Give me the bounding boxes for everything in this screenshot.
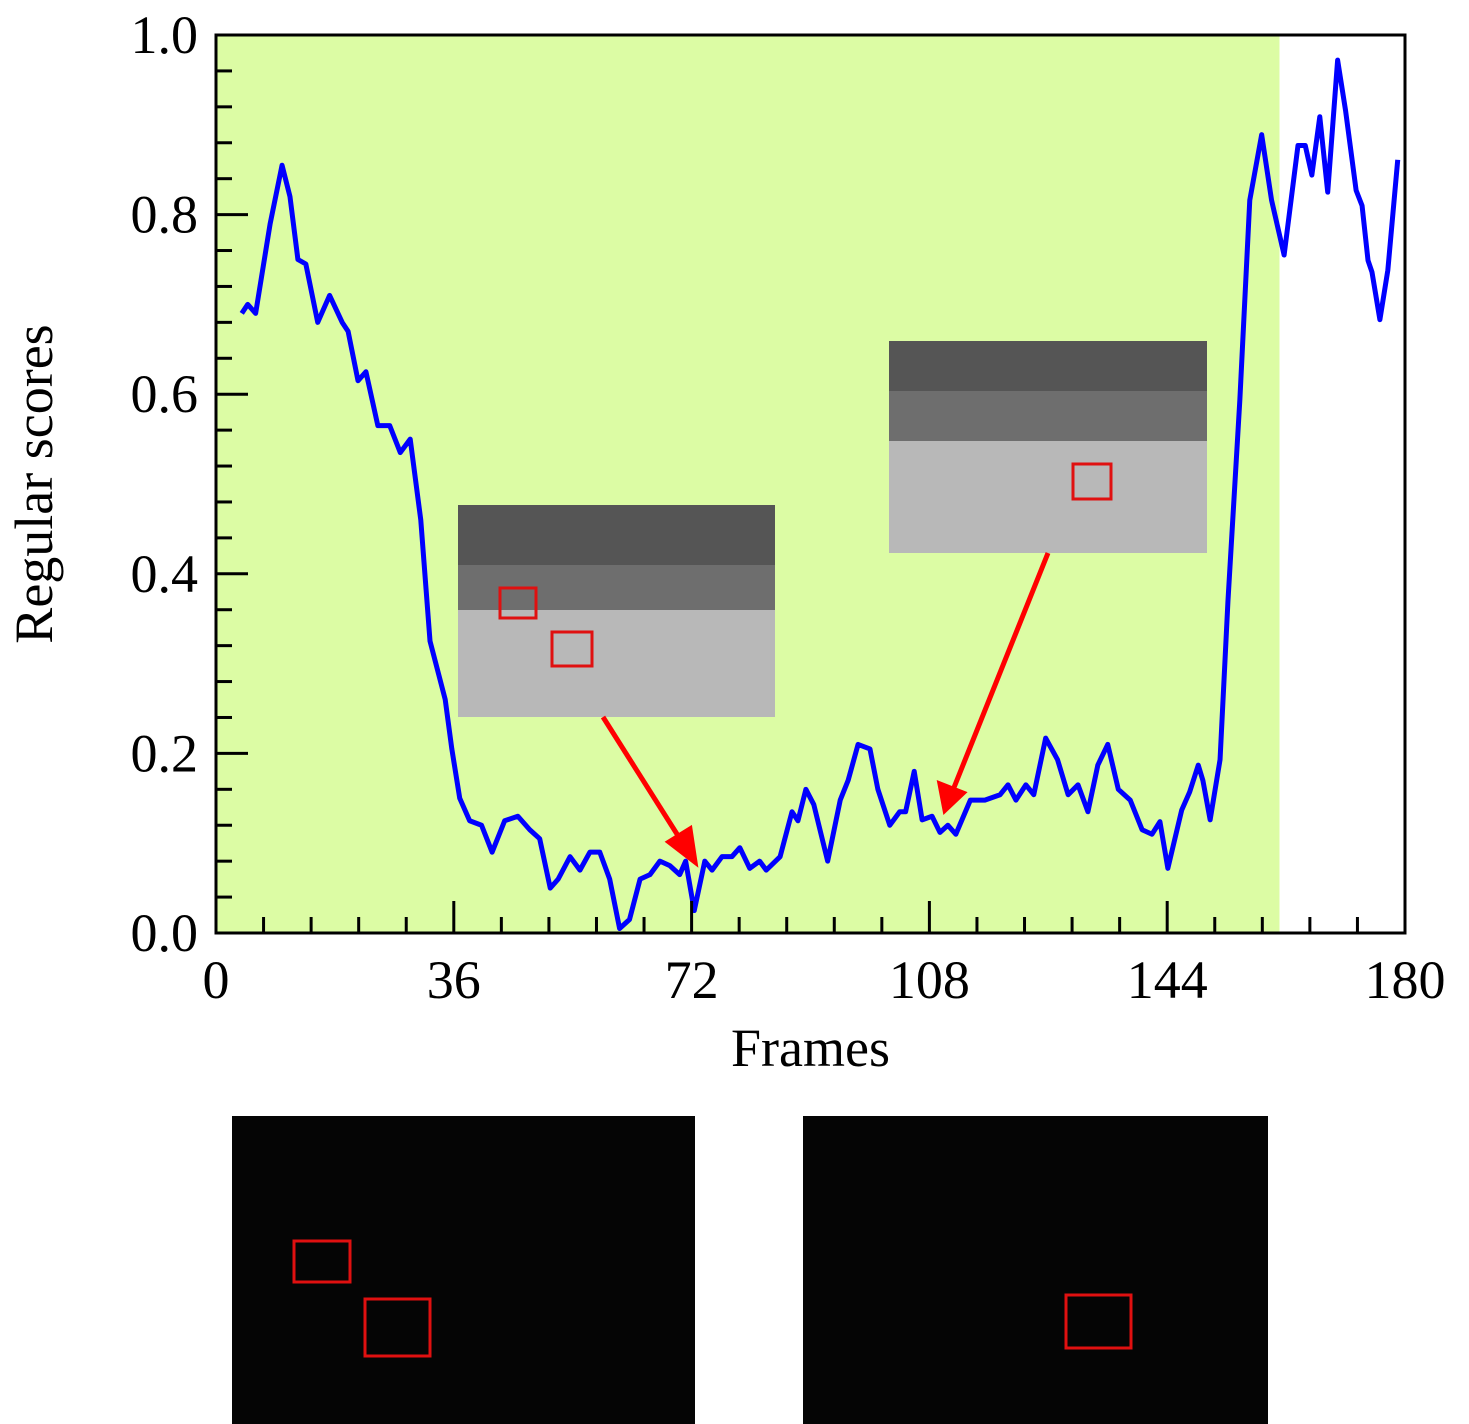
x-axis-title: Frames — [731, 1018, 890, 1078]
x-tick-label: 36 — [427, 950, 481, 1010]
y-tick-label: 0.6 — [131, 364, 199, 424]
inset-photo — [458, 505, 775, 717]
y-tick-label: 0.0 — [131, 903, 199, 963]
y-tick-label: 0.4 — [131, 544, 199, 604]
x-tick-label: 0 — [203, 950, 230, 1010]
x-tick-label: 144 — [1127, 950, 1208, 1010]
y-tick-label: 0.2 — [131, 723, 199, 783]
x-tick-label: 72 — [665, 950, 719, 1010]
y-tick-label: 1.0 — [131, 5, 199, 65]
x-tick-label: 180 — [1365, 950, 1446, 1010]
arrow — [600, 552, 1051, 868]
score-line — [239, 57, 1401, 932]
x-tick-label: 108 — [889, 950, 970, 1010]
y-tick-label: 0.8 — [131, 185, 199, 245]
y-axis-title: Regular scores — [4, 324, 64, 643]
axes-frame — [214, 33, 1407, 935]
inset-photo — [889, 341, 1207, 553]
heatmap-image — [232, 1116, 1268, 1424]
